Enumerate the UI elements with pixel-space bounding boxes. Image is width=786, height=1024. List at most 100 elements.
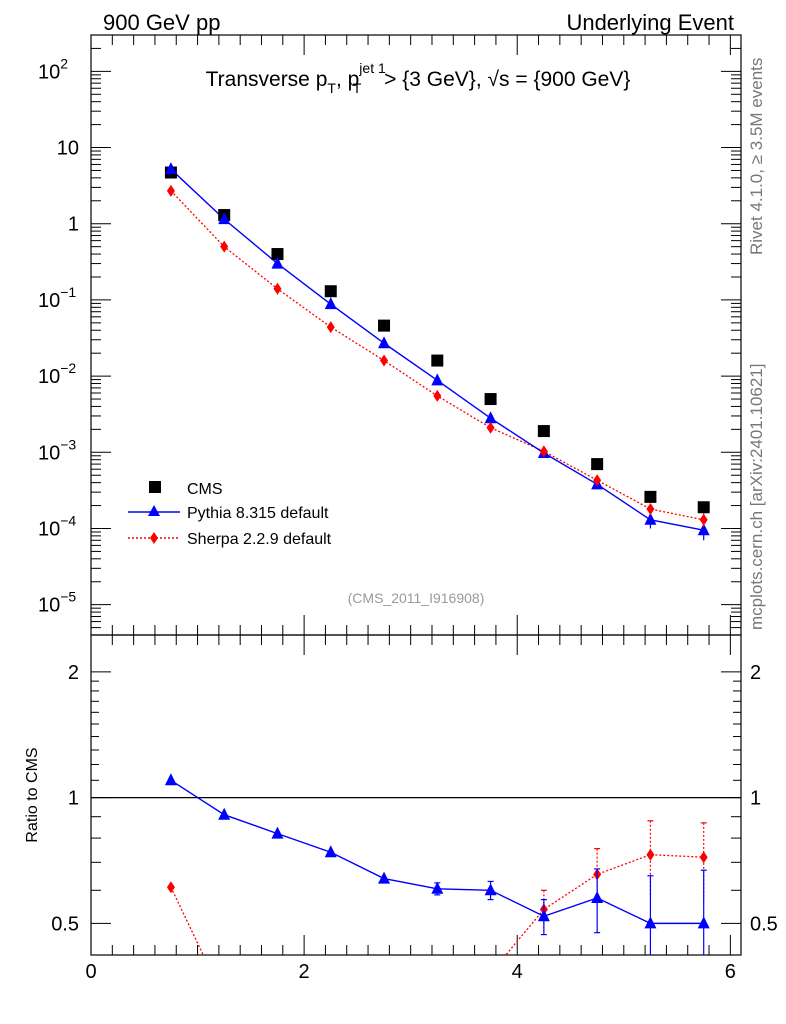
x-tick-label: 2 [299, 961, 310, 983]
ratio-pythia-point [164, 773, 177, 786]
x-axis: 0 2 4 6 [85, 35, 736, 983]
legend-cms-label: CMS [187, 481, 223, 498]
legend-pythia-label: Pythia 8.315 default [187, 505, 329, 522]
ratio-pythia-point [324, 845, 337, 858]
y-tick-exponent: −1 [60, 284, 76, 300]
ratio-sherpa-point [327, 987, 335, 999]
ratio-y-tick-label-left: 0.5 [51, 913, 79, 935]
title-sub1: T [327, 80, 336, 96]
ratio-sherpa-point [433, 987, 441, 999]
cms-point [537, 425, 550, 438]
ratio-sherpa-point [273, 982, 281, 994]
pythia-point [431, 373, 444, 386]
ratio-pythia-line [170, 779, 704, 925]
ratio-y-tick-label-right: 2 [750, 662, 761, 684]
ratio-pythia-point [218, 807, 231, 820]
sherpa-point [326, 321, 335, 334]
pythia-point [324, 297, 337, 310]
pythia-point [218, 212, 231, 225]
ratio-pythia-point [644, 916, 657, 929]
ratio-sherpa-point [487, 967, 495, 979]
pythia-line [170, 168, 704, 531]
y-tick-exponent: −5 [60, 589, 76, 605]
ratio-pythia-point [697, 916, 710, 929]
legend-sherpa-marker [150, 532, 158, 544]
y-tick-exponent: −4 [60, 512, 76, 528]
pythia-point [378, 336, 391, 349]
cms-point [378, 319, 391, 332]
legend-cms-marker [149, 481, 161, 493]
sherpa-point [220, 240, 229, 253]
y-tick-exponent: −3 [60, 436, 76, 452]
analysis-label: (CMS_2011_I916908) [348, 590, 485, 606]
ratio-sherpa-point [166, 881, 175, 894]
y-tick-label: 10−2 [38, 360, 76, 388]
cms-point [591, 458, 604, 471]
header-left: 900 GeV pp [103, 10, 220, 35]
legend: CMS Pythia 8.315 default Sherpa 2.2.9 de… [128, 481, 332, 548]
title-sup2: jet 1 [358, 60, 386, 76]
y-tick-base: 1 [68, 214, 79, 236]
y-tick-exponent: 2 [60, 55, 68, 71]
y-tick-base: 10 [38, 518, 60, 540]
pythia-point [644, 512, 657, 525]
sherpa-point [433, 389, 442, 402]
pythia-point [164, 162, 177, 175]
sherpa-point [646, 503, 655, 516]
ratio-axes: 0.5 0.5 1 1 2 2 [51, 662, 778, 936]
ratio-pythia-point [431, 881, 444, 894]
cms-point [644, 490, 657, 503]
ratio-y-tick-label-right: 0.5 [750, 913, 778, 935]
legend-pythia-marker [148, 505, 160, 516]
ratio-y-tick-label-left: 1 [68, 788, 79, 810]
title-pre: Transverse p [206, 68, 328, 91]
ratio-pythia-point [271, 826, 284, 839]
side-text-bottom: mcplots.cern.ch [arXiv:2401.10621] [747, 364, 766, 630]
x-tick-label: 0 [85, 961, 96, 983]
sherpa-point [593, 474, 602, 487]
y-tick-base: 10 [57, 138, 79, 160]
legend-sherpa-label: Sherpa 2.2.9 default [187, 531, 332, 548]
sherpa-point [380, 354, 389, 367]
y-tick-label: 10−1 [38, 284, 76, 312]
ratio-y-tick-label-right: 1 [750, 788, 761, 810]
pythia-point [697, 523, 710, 536]
y-tick-label: 1 [68, 214, 79, 236]
ratio-pythia-point [591, 891, 604, 904]
y-tick-base: 10 [38, 290, 60, 312]
cms-point [431, 354, 444, 367]
main-series [164, 162, 710, 541]
sherpa-point [539, 445, 548, 458]
title-sub2: T [353, 80, 362, 96]
y-tick-exponent: −2 [60, 360, 76, 376]
sherpa-point [273, 282, 282, 295]
ratio-sherpa-line [170, 854, 704, 955]
title-post: > {3 GeV}, √s = {900 GeV} [378, 68, 630, 91]
ratio-ylabel: Ratio to CMS [24, 747, 41, 842]
y-tick-label: 10−5 [38, 589, 76, 617]
x-tick-label: 4 [512, 961, 523, 983]
ratio-y-tick-label-left: 2 [68, 662, 79, 684]
pythia-point [271, 256, 284, 269]
y-tick-base: 10 [38, 366, 60, 388]
ratio-sherpa-point [646, 848, 655, 861]
cms-point [484, 393, 497, 406]
ratio-pythia-point [378, 871, 391, 884]
ratio-sherpa-point [699, 851, 708, 864]
ratio-sherpa-point [220, 993, 228, 1005]
ratio-pythia-point [484, 883, 497, 896]
y-tick-base: 10 [38, 595, 60, 617]
cms-point [324, 285, 337, 298]
side-text-top: Rivet 4.1.0, ≥ 3.5M events [747, 58, 766, 255]
y-tick-base: 10 [38, 442, 60, 464]
y-tick-label: 102 [38, 55, 68, 83]
title-mid: , p [336, 68, 359, 91]
ratio-series [164, 773, 710, 1005]
y-tick-label: 10−4 [38, 512, 76, 540]
y-tick-base: 10 [38, 61, 60, 83]
cms-point [271, 248, 284, 261]
y-tick-label: 10−3 [38, 436, 76, 464]
y-tick-label: 10 [57, 138, 79, 160]
